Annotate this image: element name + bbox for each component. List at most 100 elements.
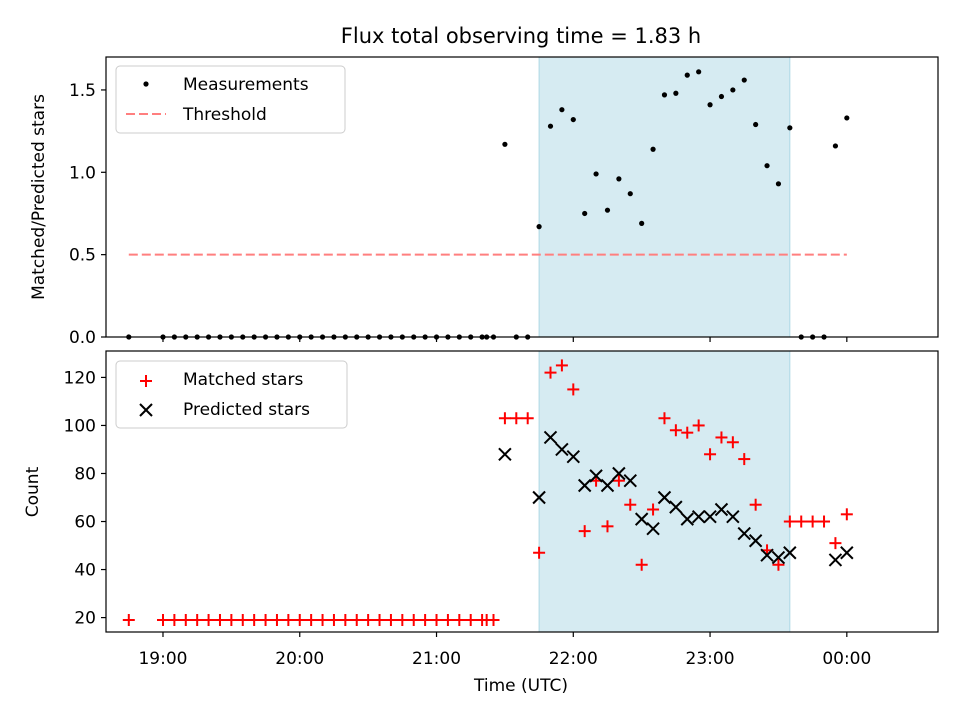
predicted-star-point <box>748 534 763 548</box>
predicted-stars-points <box>498 430 854 567</box>
x-tick-label: 22:00 <box>549 649 598 669</box>
matched-star-point <box>362 613 375 626</box>
measurement-point <box>627 191 633 197</box>
matched-star-point <box>783 515 796 528</box>
matched-star-point <box>806 515 819 528</box>
matched-star-point <box>738 453 751 466</box>
predicted-star-point <box>726 510 740 524</box>
observing-window-highlight-bottom <box>538 350 791 633</box>
matched-star-point <box>818 515 831 528</box>
matched-star-point <box>282 613 295 626</box>
matched-stars-points <box>122 359 853 626</box>
matched-star-point <box>749 498 762 511</box>
count-x-axis: 19:00 20:00 21:00 22:00 23:00 00:00 <box>138 632 871 669</box>
matched-star-point <box>156 613 169 626</box>
measurement-point <box>616 176 622 182</box>
x-tick-label: 00:00 <box>822 649 871 669</box>
ratio-y-axis-label: Matched/Predicted stars <box>29 94 49 300</box>
predicted-star-point <box>680 512 694 526</box>
measurement-point <box>696 69 702 75</box>
legend-measurements-label: Measurements <box>183 75 309 95</box>
ratio-plot-frame <box>105 56 939 338</box>
ratio-y-tick-label: 1.5 <box>69 81 96 101</box>
matched-star-point <box>407 613 420 626</box>
predicted-star-point <box>703 510 717 524</box>
predicted-star-point <box>555 442 569 457</box>
predicted-star-point <box>600 478 615 493</box>
ratio-legend-box <box>115 65 346 134</box>
matched-star-point <box>647 503 660 516</box>
predicted-star-point <box>543 430 558 445</box>
measurement-point <box>559 107 565 113</box>
matched-star-point <box>487 613 500 626</box>
matched-star-point <box>339 613 352 626</box>
predicted-star-point <box>783 546 797 560</box>
measurement-point <box>718 93 725 100</box>
measurement-point <box>707 102 713 108</box>
measurement-point <box>730 87 736 93</box>
matched-star-point <box>510 412 523 425</box>
matched-star-point <box>293 613 306 626</box>
matched-star-point <box>259 613 272 626</box>
legend-predicted-label: Predicted stars <box>183 400 310 420</box>
ratio-legend: Measurements Threshold <box>115 65 346 134</box>
matched-star-point <box>692 419 705 432</box>
measurement-point <box>582 210 588 217</box>
matched-star-point <box>316 613 329 626</box>
predicted-star-point <box>566 449 580 464</box>
matched-star-point <box>704 448 717 461</box>
matched-star-point <box>726 436 739 449</box>
legend-threshold-label: Threshold <box>182 105 267 125</box>
matched-star-point <box>681 426 694 439</box>
predicted-star-point <box>532 490 546 505</box>
ratio-y-tick-label: 1.0 <box>69 163 96 183</box>
count-y-tick-label: 20 <box>74 609 96 629</box>
matched-star-point <box>555 359 568 372</box>
measurement-point <box>832 143 839 149</box>
matched-star-point <box>168 613 181 626</box>
measurement-point <box>570 116 576 123</box>
matched-star-point <box>635 558 648 571</box>
ratio-y-tick-label: 0.0 <box>69 328 96 348</box>
matched-star-point <box>715 431 728 444</box>
ratio-y-tick-label: 0.5 <box>69 246 96 266</box>
matched-star-point <box>464 613 477 626</box>
predicted-star-point <box>646 522 660 536</box>
predicted-star-point <box>657 490 672 505</box>
measurement-point <box>593 171 599 177</box>
matched-star-point <box>122 613 135 626</box>
matched-star-point <box>658 412 671 425</box>
matched-star-point <box>350 613 363 626</box>
count-y-axis-label: Count <box>23 466 43 517</box>
count-legend: Matched stars Predicted stars <box>115 360 348 429</box>
matched-star-point <box>373 613 386 626</box>
predicted-star-point <box>737 526 751 541</box>
count-y-tick-label: 120 <box>64 368 96 388</box>
legend-measurements-marker <box>143 81 149 87</box>
matched-star-point <box>624 498 637 511</box>
x-tick-label: 19:00 <box>138 649 187 669</box>
measurement-point <box>639 220 645 226</box>
measurement-point <box>673 90 679 96</box>
matched-star-point <box>498 412 511 425</box>
matched-star-point <box>248 613 261 626</box>
count-legend-box <box>115 360 348 429</box>
predicted-star-point <box>714 502 729 517</box>
predicted-star-point <box>589 469 603 483</box>
matched-star-point <box>601 520 614 533</box>
count-y-tick-label: 80 <box>74 464 96 484</box>
measurement-point <box>661 92 668 98</box>
observing-window-highlight <box>538 56 791 338</box>
x-tick-label: 21:00 <box>412 649 461 669</box>
matched-star-point <box>270 613 283 626</box>
ratio-y-axis: 0.0 0.5 1.0 1.5 <box>69 81 106 348</box>
matched-star-point <box>419 613 432 626</box>
measurement-point <box>753 121 759 128</box>
matched-star-point <box>430 613 443 626</box>
matched-star-point <box>202 613 215 626</box>
predicted-star-point <box>691 510 706 524</box>
predicted-star-point <box>669 500 683 514</box>
count-y-axis: 20 40 60 80 100 120 <box>64 368 106 629</box>
predicted-star-point <box>771 550 786 565</box>
